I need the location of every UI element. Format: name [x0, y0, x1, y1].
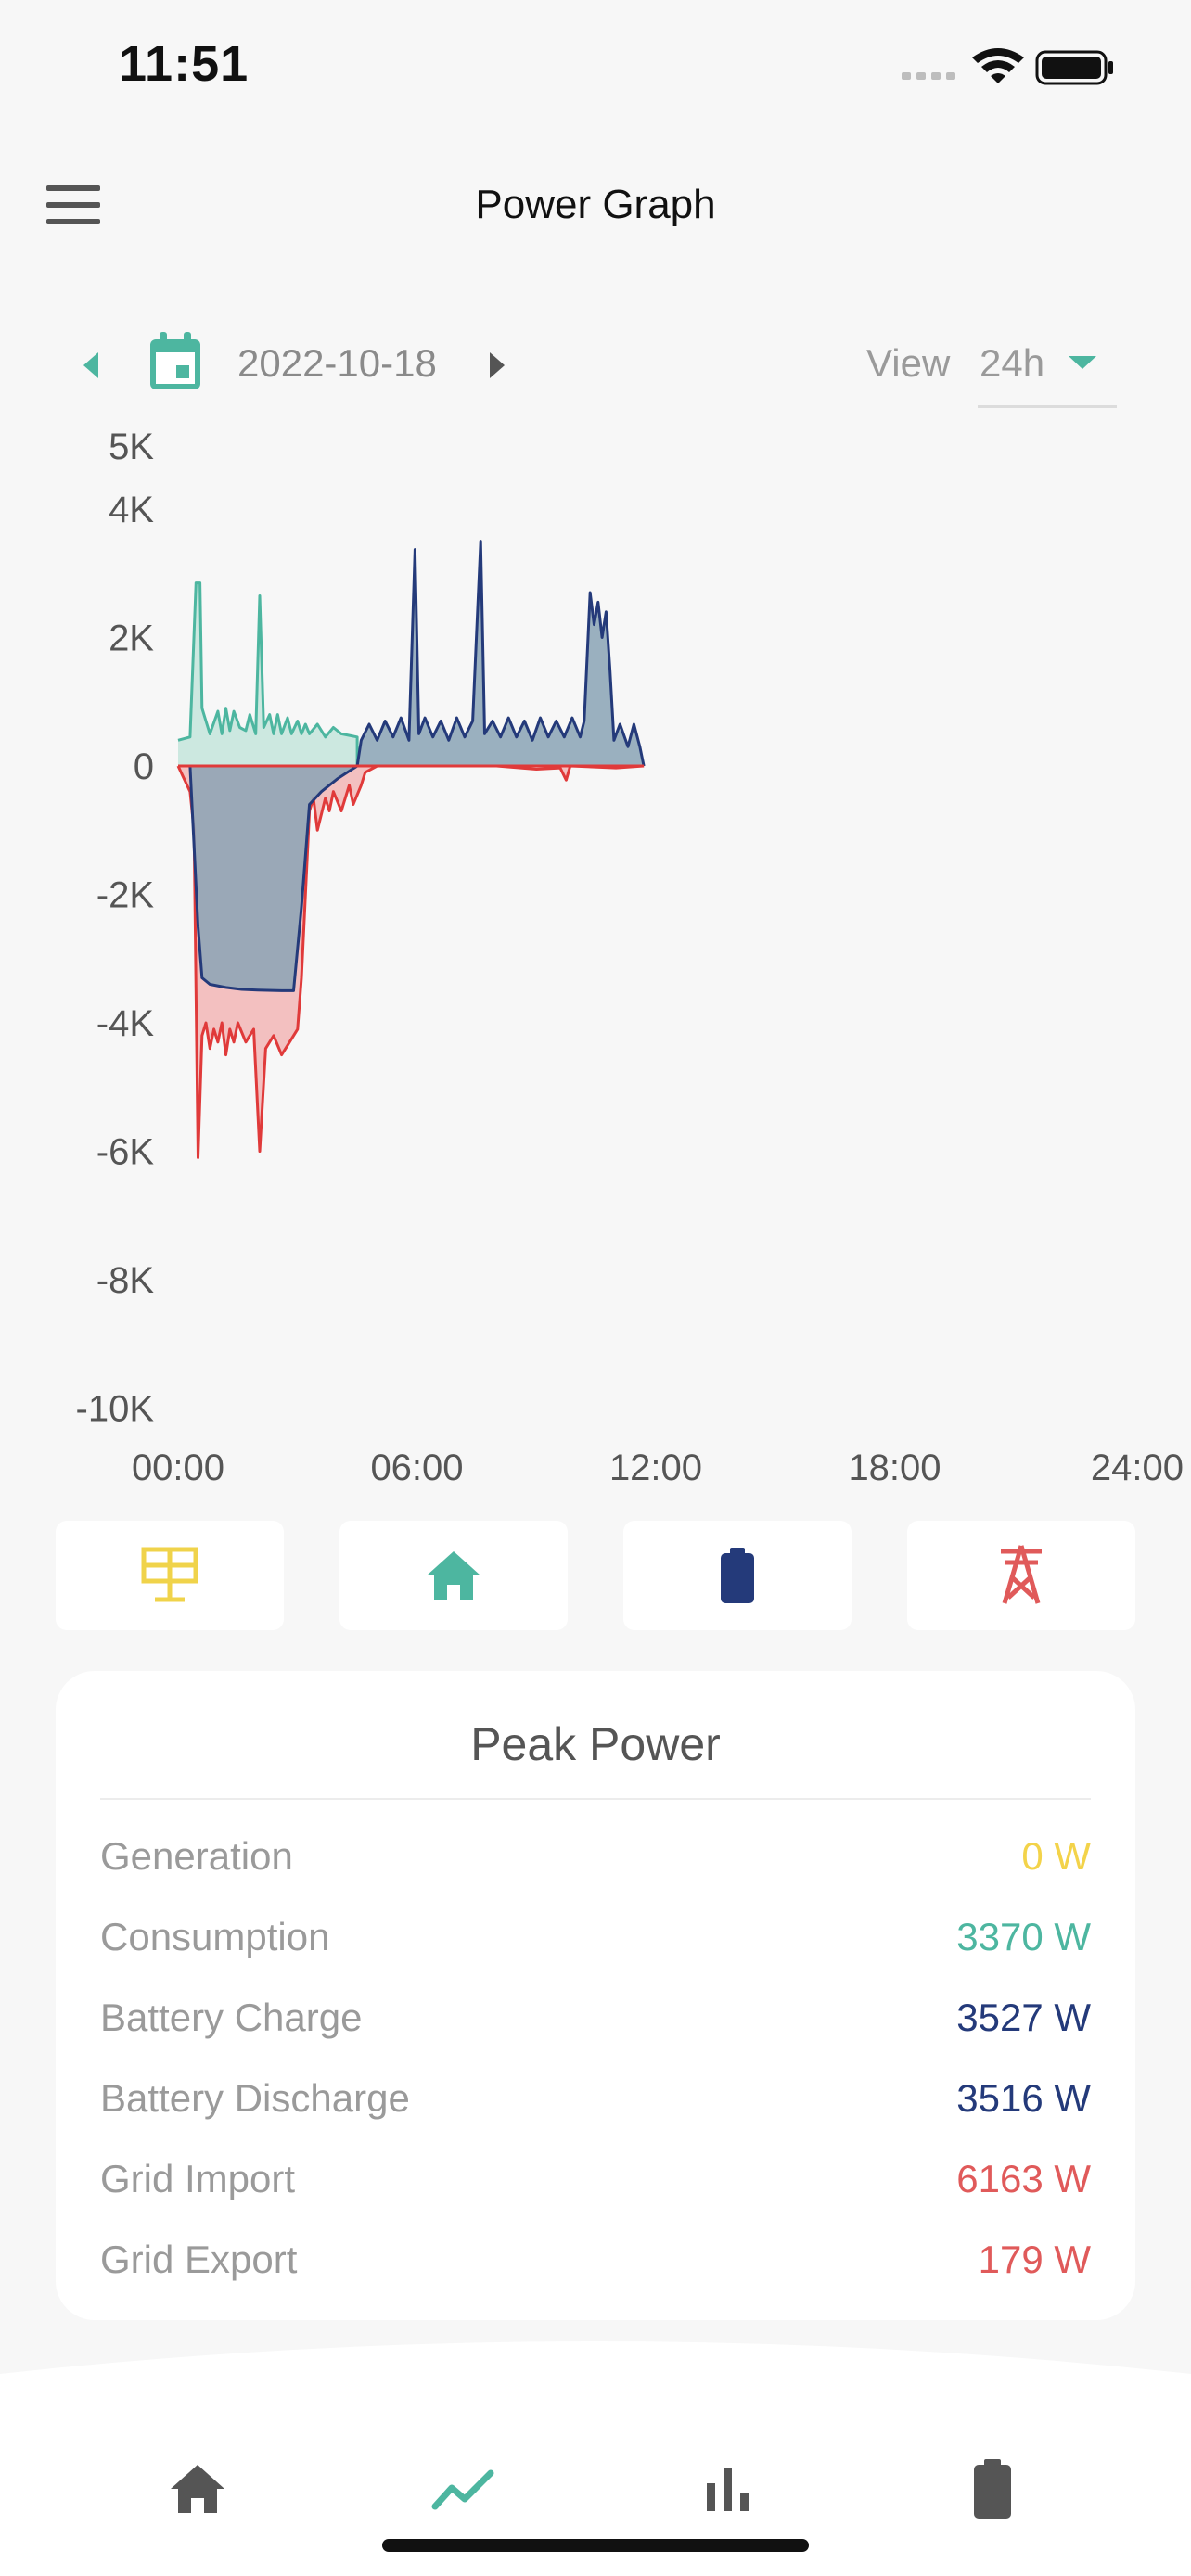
y-tick-label: 0 — [134, 746, 154, 787]
peak-row-value: 3527 W — [956, 1996, 1091, 2040]
battery-series-line — [178, 540, 646, 992]
x-tick-label: 24:00 — [1091, 1447, 1184, 1488]
cellular-signal-icon — [902, 72, 955, 80]
home-icon — [171, 2465, 224, 2513]
peak-row-generation: Generation 0 W — [100, 1829, 1091, 1884]
divider — [100, 1798, 1091, 1800]
peak-value-unit: W — [1043, 2238, 1091, 2281]
peak-row-label: Grid Import — [100, 2157, 296, 2200]
battery-icon — [974, 2459, 1011, 2519]
solar-panel-icon — [141, 1547, 198, 1602]
peak-row-value: 3370 W — [956, 1915, 1091, 1959]
y-tick-label: -4K — [96, 1003, 155, 1044]
x-axis: 00:00 06:00 12:00 18:00 24:00 — [132, 1447, 1184, 1488]
status-icons — [902, 48, 1113, 85]
view-range-value: 24h — [980, 341, 1045, 385]
peak-value-number: 3370 — [956, 1915, 1044, 1958]
home-indicator — [382, 2539, 809, 2552]
grid-filter-button[interactable] — [907, 1521, 1135, 1630]
peak-value-unit: W — [1043, 2157, 1091, 2200]
view-label: View — [866, 341, 951, 385]
peak-row-grid-import: Grid Import 6163 W — [100, 2151, 1091, 2207]
nav-background — [0, 2341, 1191, 2576]
bottom-navigation — [0, 2337, 1191, 2576]
peak-row-value: 179 W — [979, 2238, 1091, 2282]
view-range-select[interactable]: 24h — [978, 332, 1117, 408]
x-tick-label: 00:00 — [132, 1447, 224, 1488]
battery-status-icon — [1035, 50, 1113, 85]
peak-value-number: 3516 — [956, 2076, 1044, 2120]
peak-value-number: 3527 — [956, 1996, 1044, 2039]
consumption-area — [178, 582, 358, 766]
x-tick-label: 12:00 — [609, 1447, 702, 1488]
calendar-icon[interactable] — [147, 330, 204, 393]
y-tick-label: -2K — [96, 875, 155, 916]
peak-row-value: 3516 W — [956, 2076, 1091, 2121]
selected-date[interactable]: 2022-10-18 — [237, 341, 437, 385]
previous-day-icon[interactable] — [78, 345, 106, 386]
peak-value-unit: W — [1043, 1915, 1091, 1958]
trend-line-icon — [431, 2469, 494, 2510]
battery-filter-button[interactable] — [623, 1521, 852, 1630]
peak-row-label: Battery Charge — [100, 1996, 363, 2039]
peak-row-value: 0 W — [1021, 1834, 1091, 1879]
peak-row-battery-discharge: Battery Discharge 3516 W — [100, 2071, 1091, 2126]
nav-battery-button[interactable] — [946, 2442, 1039, 2535]
y-tick-label: -8K — [96, 1260, 155, 1301]
consumption-series-line — [177, 581, 359, 766]
series-layer — [176, 540, 646, 1159]
x-tick-label: 18:00 — [848, 1447, 941, 1488]
peak-row-consumption: Consumption 3370 W — [100, 1909, 1091, 1965]
peak-value-number: 179 — [978, 2238, 1044, 2281]
next-day-icon[interactable] — [482, 345, 510, 386]
wifi-icon — [972, 48, 1024, 83]
home-icon — [427, 1551, 480, 1600]
y-tick-label: 4K — [109, 490, 154, 530]
peak-row-label: Consumption — [100, 1915, 330, 1958]
peak-row-label: Generation — [100, 1834, 293, 1878]
peak-power-card: Peak Power Generation 0 W Consumption 3370 … — [56, 1671, 1135, 2320]
status-time: 11:51 — [119, 36, 250, 92]
peak-row-grid-export: Grid Export 179 W — [100, 2232, 1091, 2288]
hamburger-menu-icon[interactable] — [46, 185, 111, 232]
peak-value-unit: W — [1043, 1834, 1091, 1878]
peak-row-value: 6163 W — [956, 2157, 1091, 2201]
bar-chart-icon — [707, 2468, 749, 2511]
y-tick-label: -6K — [96, 1132, 155, 1173]
power-tower-icon — [1001, 1545, 1042, 1604]
y-tick-label: 5K — [109, 427, 154, 467]
battery-icon — [721, 1548, 754, 1603]
peak-power-title: Peak Power — [470, 1718, 721, 1770]
y-tick-label: 2K — [109, 618, 154, 659]
nav-statistics-button[interactable] — [682, 2442, 775, 2535]
peak-row-battery-charge: Battery Charge 3527 W — [100, 1990, 1091, 2046]
peak-value-number: 0 — [1021, 1834, 1044, 1878]
nav-home-button[interactable] — [151, 2442, 244, 2535]
solar-filter-button[interactable] — [56, 1521, 284, 1630]
chevron-down-icon — [1069, 356, 1096, 369]
power-graph-chart[interactable]: 5K 4K 2K 0 -2K -4K -6K -8K -10K 00:00 06:00 12:00 1… — [0, 408, 1191, 1502]
peak-row-label: Grid Export — [100, 2238, 298, 2281]
x-tick-label: 06:00 — [370, 1447, 463, 1488]
peak-value-unit: W — [1043, 2076, 1091, 2120]
peak-value-unit: W — [1043, 1996, 1091, 2039]
y-tick-label: -10K — [76, 1389, 155, 1430]
peak-row-label: Battery Discharge — [100, 2076, 410, 2120]
page-title: Power Graph — [475, 182, 716, 227]
y-axis: 5K 4K 2K 0 -2K -4K -6K -8K -10K — [76, 427, 155, 1430]
nav-power-graph-button[interactable] — [417, 2442, 510, 2535]
home-filter-button[interactable] — [339, 1521, 568, 1630]
peak-value-number: 6163 — [956, 2157, 1044, 2200]
